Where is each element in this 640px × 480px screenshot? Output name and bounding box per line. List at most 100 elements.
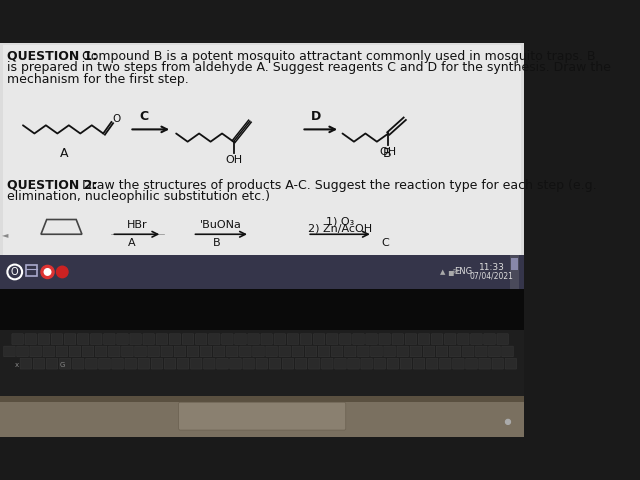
FancyBboxPatch shape (321, 359, 333, 369)
FancyBboxPatch shape (374, 359, 385, 369)
FancyBboxPatch shape (239, 346, 251, 357)
Text: 07/04/2021: 07/04/2021 (470, 272, 513, 280)
FancyBboxPatch shape (169, 334, 180, 345)
FancyBboxPatch shape (177, 359, 189, 369)
Text: elimination, nucleophilic substitution etc.): elimination, nucleophilic substitution e… (6, 190, 269, 203)
FancyBboxPatch shape (195, 334, 207, 345)
FancyBboxPatch shape (230, 359, 241, 369)
FancyBboxPatch shape (60, 359, 71, 369)
FancyBboxPatch shape (20, 359, 31, 369)
FancyBboxPatch shape (296, 359, 307, 369)
Text: O: O (112, 114, 120, 124)
FancyBboxPatch shape (99, 359, 110, 369)
FancyBboxPatch shape (470, 334, 482, 345)
FancyBboxPatch shape (449, 346, 461, 357)
FancyBboxPatch shape (379, 334, 390, 345)
Text: 'BuONa: 'BuONa (200, 220, 242, 230)
FancyBboxPatch shape (287, 334, 299, 345)
FancyBboxPatch shape (397, 346, 408, 357)
FancyBboxPatch shape (46, 359, 58, 369)
Bar (509, 255, 520, 289)
FancyBboxPatch shape (90, 334, 102, 345)
FancyBboxPatch shape (164, 359, 176, 369)
Text: OH: OH (380, 146, 397, 156)
FancyBboxPatch shape (344, 346, 356, 357)
Text: is prepared in two steps from aldehyde A. Suggest reagents C and D for the synth: is prepared in two steps from aldehyde A… (6, 61, 611, 74)
FancyBboxPatch shape (135, 346, 147, 357)
FancyBboxPatch shape (25, 334, 36, 345)
FancyBboxPatch shape (179, 402, 346, 430)
FancyBboxPatch shape (274, 334, 285, 345)
Text: ▪: ▪ (447, 267, 454, 277)
FancyBboxPatch shape (188, 346, 198, 357)
FancyBboxPatch shape (248, 334, 259, 345)
FancyBboxPatch shape (413, 359, 425, 369)
Text: 2) Zn/AcOH: 2) Zn/AcOH (308, 224, 372, 233)
FancyBboxPatch shape (56, 346, 68, 357)
FancyBboxPatch shape (361, 359, 372, 369)
Circle shape (44, 269, 51, 275)
FancyBboxPatch shape (243, 359, 254, 369)
FancyBboxPatch shape (353, 334, 364, 345)
FancyBboxPatch shape (104, 334, 115, 345)
FancyBboxPatch shape (305, 346, 317, 357)
Text: ≋: ≋ (451, 267, 458, 276)
Text: A: A (60, 147, 68, 160)
FancyBboxPatch shape (213, 346, 225, 357)
FancyBboxPatch shape (419, 334, 429, 345)
Bar (511, 258, 518, 270)
FancyBboxPatch shape (235, 334, 246, 345)
FancyBboxPatch shape (405, 334, 417, 345)
FancyBboxPatch shape (148, 346, 159, 357)
Text: OH: OH (225, 155, 242, 165)
Text: HBr: HBr (127, 220, 147, 230)
FancyBboxPatch shape (227, 346, 238, 357)
Text: ▲: ▲ (440, 269, 445, 275)
FancyBboxPatch shape (426, 359, 438, 369)
Text: ENG: ENG (454, 267, 472, 276)
FancyBboxPatch shape (384, 346, 396, 357)
FancyBboxPatch shape (204, 359, 215, 369)
FancyBboxPatch shape (43, 346, 54, 357)
FancyBboxPatch shape (266, 346, 277, 357)
Bar (0, 289, 524, 330)
FancyBboxPatch shape (109, 346, 120, 357)
FancyBboxPatch shape (151, 359, 163, 369)
FancyBboxPatch shape (423, 346, 435, 357)
Circle shape (41, 265, 54, 278)
FancyBboxPatch shape (282, 359, 294, 369)
Text: ◄: ◄ (3, 230, 9, 239)
FancyBboxPatch shape (17, 346, 28, 357)
FancyBboxPatch shape (30, 346, 42, 357)
Bar (26, 265, 37, 276)
Text: B: B (213, 239, 221, 248)
Text: QUESTION 2:: QUESTION 2: (6, 179, 97, 192)
Text: Compound B is a potent mosquito attractant commonly used in mosquito traps. B: Compound B is a potent mosquito attracta… (78, 50, 595, 63)
FancyBboxPatch shape (86, 359, 97, 369)
Circle shape (56, 266, 68, 278)
Text: QUESTION 1:: QUESTION 1: (6, 50, 97, 63)
FancyBboxPatch shape (463, 346, 474, 357)
FancyBboxPatch shape (279, 346, 291, 357)
FancyBboxPatch shape (492, 359, 504, 369)
FancyBboxPatch shape (182, 334, 194, 345)
Text: A: A (128, 239, 136, 248)
FancyBboxPatch shape (497, 334, 508, 345)
FancyBboxPatch shape (292, 346, 303, 357)
Text: 11:33: 11:33 (479, 264, 504, 272)
FancyBboxPatch shape (505, 359, 516, 369)
FancyBboxPatch shape (122, 346, 133, 357)
FancyBboxPatch shape (489, 346, 500, 357)
FancyBboxPatch shape (340, 334, 351, 345)
Text: C: C (381, 239, 389, 248)
FancyBboxPatch shape (269, 359, 280, 369)
FancyBboxPatch shape (156, 334, 168, 345)
Text: O: O (11, 267, 19, 277)
Text: Draw the structures of products A-C. Suggest the reaction type for each step (e.: Draw the structures of products A-C. Sug… (78, 179, 596, 192)
Bar (0, 43, 524, 263)
FancyBboxPatch shape (366, 334, 378, 345)
FancyBboxPatch shape (300, 334, 312, 345)
FancyBboxPatch shape (83, 346, 94, 357)
FancyBboxPatch shape (77, 334, 89, 345)
FancyBboxPatch shape (174, 346, 186, 357)
